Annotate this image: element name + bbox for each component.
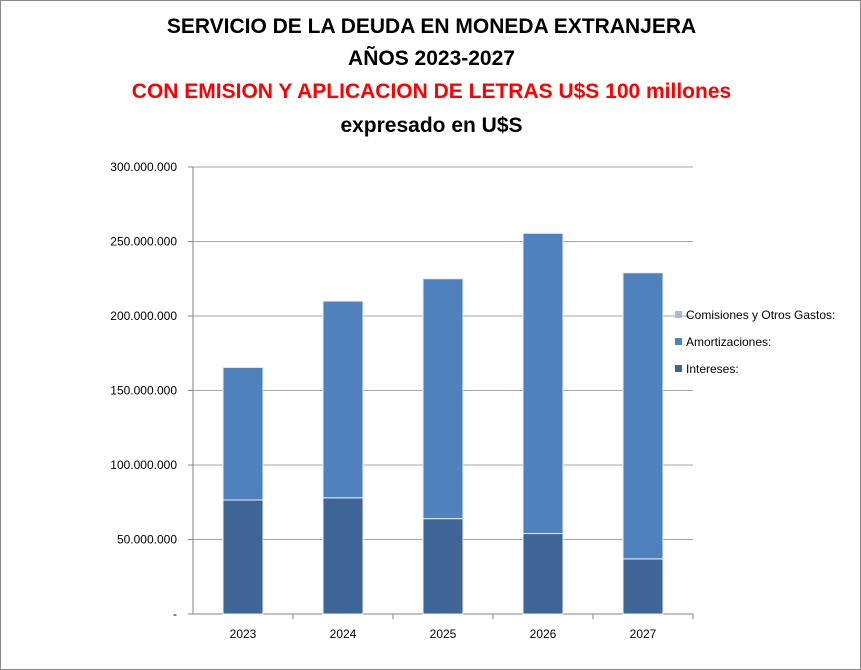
bar-amortizaciones-2026 xyxy=(522,232,564,535)
chart-title-line1: SERVICIO DE LA DEUDA EN MONEDA EXTRANJER… xyxy=(166,15,697,38)
chart-subtitle: CON EMISION Y APLICACION DE LETRAS U$S 1… xyxy=(131,80,732,103)
x-tick-label: 2026 xyxy=(530,627,557,641)
y-tick-label: 250.000.000 xyxy=(110,235,177,249)
x-tick-label: 2027 xyxy=(630,627,657,641)
x-tick-label: 2023 xyxy=(230,627,257,641)
y-tick-label: 200.000.000 xyxy=(110,309,177,323)
bar-intereses-2027 xyxy=(622,558,664,615)
legend-item: Amortizaciones: xyxy=(675,328,835,355)
y-tick-label: - xyxy=(173,607,177,621)
bar-amortizaciones-2023 xyxy=(222,366,264,501)
y-tick-label: 50.000.000 xyxy=(117,533,177,547)
y-tick-label: 150.000.000 xyxy=(110,384,177,398)
legend-item: Comisiones y Otros Gastos: xyxy=(675,301,835,328)
y-tick-label: 100.000.000 xyxy=(110,458,177,472)
bar-intereses-2024 xyxy=(322,497,364,615)
bar-intereses-2023 xyxy=(222,499,264,615)
x-tick-label: 2025 xyxy=(430,627,457,641)
legend-item: Intereses: xyxy=(675,355,835,382)
legend-label: Amortizaciones: xyxy=(686,334,772,349)
chart-title-line2: AÑOS 2023-2027 xyxy=(348,47,515,70)
bar-amortizaciones-2025 xyxy=(422,278,464,520)
bar-amortizaciones-2024 xyxy=(322,300,364,499)
x-tick-label: 2024 xyxy=(330,627,357,641)
y-tick-label: 300.000.000 xyxy=(110,160,177,174)
legend: Comisiones y Otros Gastos: Amortizaciones… xyxy=(675,301,835,382)
legend-label: Intereses: xyxy=(686,361,739,376)
chart-subtitle-units: expresado en U$S xyxy=(340,114,523,137)
bar-intereses-2026 xyxy=(522,533,564,615)
legend-swatch xyxy=(675,365,682,372)
bar-amortizaciones-2027 xyxy=(622,272,664,560)
legend-swatch xyxy=(675,338,682,345)
legend-swatch xyxy=(675,311,682,318)
bar-intereses-2025 xyxy=(422,518,464,615)
legend-label: Comisiones y Otros Gastos: xyxy=(686,307,836,322)
